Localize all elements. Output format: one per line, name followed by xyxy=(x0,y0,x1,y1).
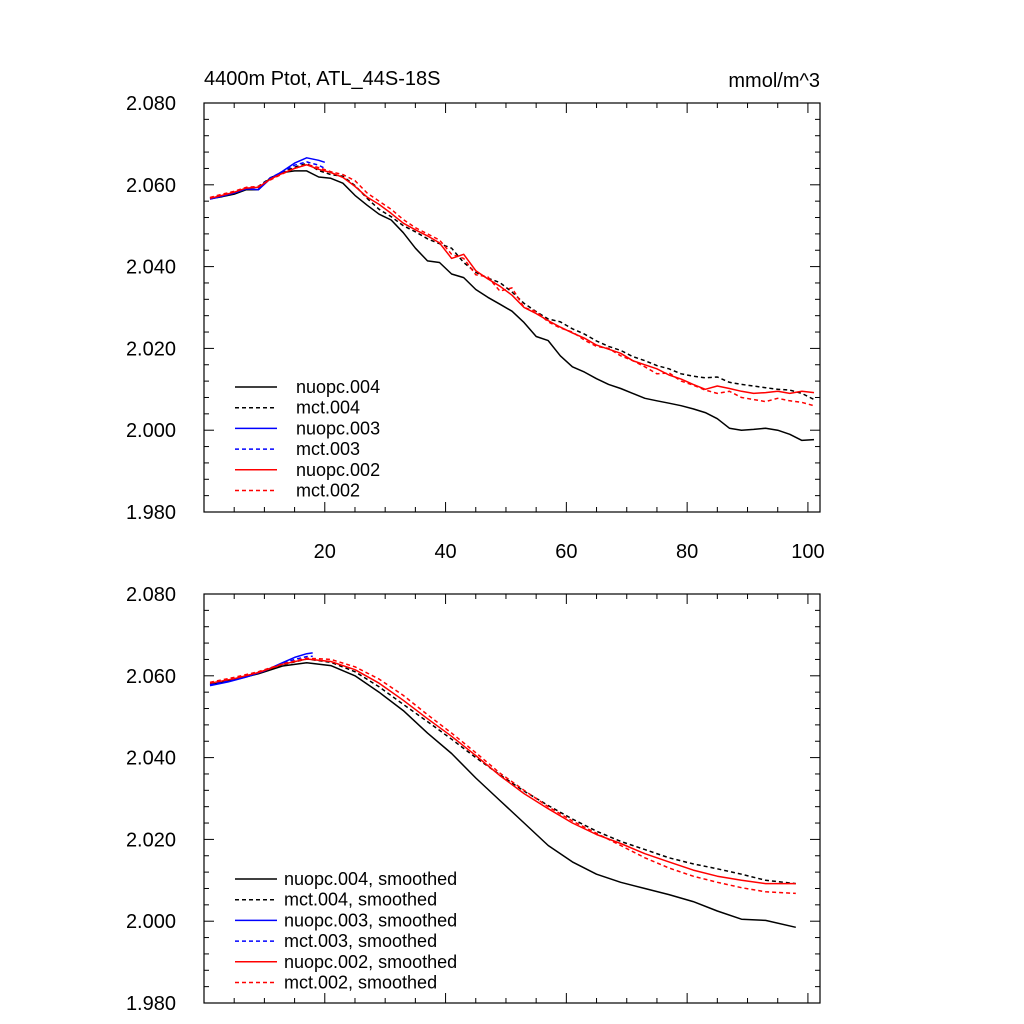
chart-title: 4400m Ptot, ATL_44S-18S xyxy=(204,68,440,90)
legend-label: nuopc.003, smoothed xyxy=(284,910,457,930)
legend-label: nuopc.002 xyxy=(296,460,380,480)
legend-label: mct.002, smoothed xyxy=(284,973,437,993)
series-line-nuopc-002-smoothed xyxy=(209,658,796,885)
y-tick-label: 1.980 xyxy=(126,993,176,1015)
y-tick-label: 2.020 xyxy=(126,338,176,360)
y-tick-label: 2.000 xyxy=(126,911,176,933)
legend-label: nuopc.003 xyxy=(296,418,380,438)
y-tick-label: 2.080 xyxy=(126,93,176,115)
top-panel: 2.080 2.060 2.040 2.020 2.000 1.980 20 40 60 80 10… xyxy=(126,93,825,563)
y-tick-label: 2.060 xyxy=(126,666,176,688)
legend-label: mct.002 xyxy=(296,481,360,501)
legend-label: nuopc.002, smoothed xyxy=(284,952,457,972)
y-tick-label: 2.040 xyxy=(126,748,176,770)
series-line-mct-002 xyxy=(209,163,815,407)
legend-label: mct.004 xyxy=(296,398,360,418)
series-line-mct-002-smoothed xyxy=(209,657,796,895)
y-tick-label: 2.060 xyxy=(126,175,176,197)
y-tick-label: 1.980 xyxy=(126,502,176,524)
units-label: mmol/m^3 xyxy=(728,70,820,92)
x-tick-label: 100 xyxy=(791,541,824,563)
y-tick-label: 2.040 xyxy=(126,257,176,279)
y-tick-label: 2.000 xyxy=(126,420,176,442)
series-line-nuopc-004 xyxy=(209,170,815,442)
series-line-nuopc-004-smoothed xyxy=(209,661,796,929)
plot-frame xyxy=(203,593,821,1004)
plot-frame xyxy=(203,102,821,513)
legend-label: mct.003 xyxy=(296,439,360,459)
y-tick-label: 2.020 xyxy=(126,829,176,851)
legend-label: nuopc.004 xyxy=(296,377,380,397)
x-tick-label: 20 xyxy=(314,541,336,563)
legend-label: mct.003, smoothed xyxy=(284,931,437,951)
series-line-nuopc-002 xyxy=(209,164,815,395)
bottom-panel: 2.080 2.060 2.040 2.020 2.000 1.980 nuopc.004,… xyxy=(126,584,821,1015)
x-tick-label: 80 xyxy=(676,541,698,563)
x-tick-label: 40 xyxy=(434,541,456,563)
y-tick-label: 2.080 xyxy=(126,584,176,606)
series-line-mct-003 xyxy=(209,161,326,199)
x-tick-label: 60 xyxy=(555,541,577,563)
legend-label: mct.004, smoothed xyxy=(284,890,437,910)
legend-label: nuopc.004, smoothed xyxy=(284,869,457,889)
